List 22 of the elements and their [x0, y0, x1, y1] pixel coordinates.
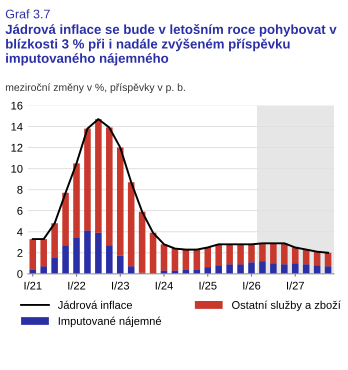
legend-label: Ostatní služby a zboží [232, 300, 341, 312]
x-tick-label: I/24 [156, 281, 173, 290]
y-tick-label: 16 [11, 102, 22, 110]
y-tick-label: 4 [17, 228, 23, 236]
x-tick-label: I/26 [243, 281, 260, 290]
x-tick-label: I/22 [68, 281, 86, 290]
y-tick-label: 12 [11, 144, 22, 152]
x-tick-label: I/23 [112, 281, 130, 290]
y-tick-label: 10 [11, 164, 23, 173]
chart-subtitle: meziroční změny v %, příspěvky v p. b. [6, 83, 185, 94]
y-tick-label: 6 [17, 206, 22, 215]
x-tick-label: I/27 [287, 281, 304, 290]
text: Graf 3.7 [6, 9, 50, 18]
x-tick-label: I/21 [24, 281, 42, 290]
y-tick-label: 14 [11, 122, 23, 131]
legend-label: Jádrová inflace [58, 300, 132, 309]
legend-label: Imputované nájemné [58, 316, 162, 328]
y-tick-label: 0 [17, 270, 23, 278]
x-tick-label: I/25 [200, 281, 217, 290]
y-tick-label: 2 [17, 249, 22, 257]
y-tick-label: 8 [17, 186, 22, 194]
chart-title: Jádrová inflace se bude v letošním roce pohybovat v blízkosti 3 % při i nadále zvýšeném příspěvku imputovaného nájemného [5, 24, 337, 66]
